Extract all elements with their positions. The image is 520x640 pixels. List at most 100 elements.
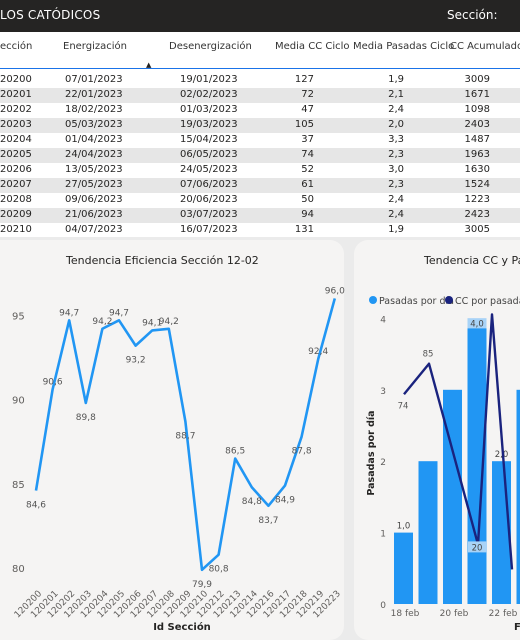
table-cell: 04/07/2023	[65, 224, 123, 235]
x-tick-label: 22 feb	[489, 609, 518, 619]
y-tick-label: 1	[380, 530, 386, 540]
table-cell: 131	[294, 224, 314, 235]
data-label: 80,8	[209, 565, 229, 575]
table-row[interactable]: 20207 27/05/2023 07/06/2023 61 2,3 1524	[0, 178, 520, 193]
data-label: 83,7	[258, 516, 278, 526]
data-label: 79,9	[192, 580, 212, 590]
sections-table: ección Energización Desenergización Medi…	[0, 32, 520, 237]
x-tick-label: 20 feb	[440, 609, 469, 619]
column-header-desenergizacion[interactable]: Desenergización	[169, 41, 252, 52]
table-cell: 3,0	[388, 164, 404, 175]
line-data-label: 85	[423, 350, 434, 360]
bar	[467, 318, 487, 604]
table-cell: 20208	[0, 194, 32, 205]
table-cell: 24/05/2023	[180, 164, 238, 175]
table-row[interactable]: 20204 01/04/2023 15/04/2023 37 3,3 1487	[0, 133, 520, 148]
table-cell: 2,3	[388, 149, 404, 160]
table-row[interactable]: 20210 04/07/2023 16/07/2023 131 1,9 3005	[0, 223, 520, 238]
report-header: LOS CATÓDICOS Sección:	[0, 0, 520, 32]
table-cell: 20206	[0, 164, 32, 175]
y-tick-label: 95	[12, 311, 25, 322]
table-cell: 24/04/2023	[65, 149, 123, 160]
table-row[interactable]: 20209 21/06/2023 03/07/2023 94 2,4 2423	[0, 208, 520, 223]
x-axis-title: Id Sección	[153, 621, 211, 633]
table-cell: 61	[301, 179, 314, 190]
table-cell: 52	[301, 164, 314, 175]
data-label: 84,8	[242, 497, 262, 507]
table-cell: 2,4	[388, 104, 404, 115]
line-data-label: 20	[472, 543, 483, 553]
table-row[interactable]: 20202 18/02/2023 01/03/2023 47 2,4 1098	[0, 103, 520, 118]
bar	[394, 532, 413, 604]
table-cell: 19/01/2023	[180, 74, 238, 85]
table-cell: 20201	[0, 89, 32, 100]
table-cell: 09/06/2023	[65, 194, 123, 205]
table-cell: 22/01/2023	[65, 89, 123, 100]
column-header-media-pasadas-ciclo[interactable]: Media Pasadas Ciclo	[353, 41, 455, 52]
y-tick-label: 90	[12, 396, 25, 407]
table-cell: 2,4	[388, 194, 404, 205]
data-label: 94,7	[59, 308, 79, 318]
data-label: 86,5	[225, 447, 245, 457]
data-label: 88,7	[175, 431, 195, 441]
table-cell: 47	[301, 104, 314, 115]
efficiency-line-chart: 8085909584,690,694,789,894,294,793,294,1…	[12, 286, 345, 633]
header-divider	[0, 68, 520, 69]
sort-ascending-icon[interactable]: ▲	[146, 61, 152, 69]
data-label: 84,9	[275, 496, 295, 506]
table-cell: 94	[301, 209, 314, 220]
table-cell: 20207	[0, 179, 32, 190]
table-row[interactable]: 20206 13/05/2023 24/05/2023 52 3,0 1630	[0, 163, 520, 178]
y-tick-label: 0	[380, 601, 386, 611]
y-tick-label: 80	[12, 564, 25, 575]
table-cell: 20205	[0, 149, 32, 160]
y-tick-label: 3	[380, 387, 386, 397]
column-header-media-cc-ciclo[interactable]: Media CC Ciclo	[275, 41, 350, 52]
table-cell: 20202	[0, 104, 32, 115]
table-row[interactable]: 20201 22/01/2023 02/02/2023 72 2,1 1671	[0, 88, 520, 103]
line-label-bg	[468, 541, 487, 553]
table-cell: 20203	[0, 119, 32, 130]
table-cell: 02/02/2023	[180, 89, 238, 100]
data-label: 87,8	[292, 447, 312, 457]
table-cell: 06/05/2023	[180, 149, 238, 160]
seccion-filter-label[interactable]: Sección:	[447, 8, 498, 22]
y-axis-title: Pasadas por día	[366, 410, 377, 495]
table-row[interactable]: 20203 05/03/2023 19/03/2023 105 2,0 2403	[0, 118, 520, 133]
table-cell: 3005	[464, 224, 490, 235]
table-cell: 72	[301, 89, 314, 100]
report-title: LOS CATÓDICOS	[0, 8, 101, 22]
column-header-cc-acumulados[interactable]: CC Acumulados	[450, 41, 520, 52]
efficiency-series-line	[34, 298, 337, 572]
table-cell: 07/06/2023	[180, 179, 238, 190]
table-cell: 07/01/2023	[65, 74, 123, 85]
table-cell: 2423	[464, 209, 490, 220]
table-row[interactable]: 20200 07/01/2023 19/01/2023 127 1,9 3009	[0, 73, 520, 88]
legend-line-marker	[445, 296, 453, 304]
table-cell: 1,9	[388, 74, 404, 85]
data-label: 93,2	[126, 356, 146, 366]
table-cell: 20/06/2023	[180, 194, 238, 205]
legend-bars-marker	[369, 296, 377, 304]
data-label: 94,7	[109, 308, 129, 318]
column-header-energizacion[interactable]: Energización	[63, 41, 127, 52]
efficiency-chart-card: Tendencia Eficiencia Sección 12-02	[0, 240, 344, 640]
x-tick-label: 18 feb	[391, 609, 420, 619]
y-tick-label: 85	[12, 480, 25, 491]
table-cell: 1098	[464, 104, 490, 115]
data-label: 94,2	[92, 317, 112, 327]
table-cell: 105	[294, 119, 314, 130]
table-row[interactable]: 20205 24/04/2023 06/05/2023 74 2,3 1963	[0, 148, 520, 163]
table-cell: 1524	[464, 179, 490, 190]
x-axis-title: F	[514, 622, 520, 633]
bar	[516, 389, 520, 604]
table-cell: 21/06/2023	[65, 209, 123, 220]
bar-data-label: 4,0	[470, 319, 484, 329]
column-header-seccion[interactable]: ección	[0, 41, 33, 52]
table-cell: 127	[294, 74, 314, 85]
table-cell: 1671	[464, 89, 490, 100]
table-cell: 01/04/2023	[65, 134, 123, 145]
table-row[interactable]: 20208 09/06/2023 20/06/2023 50 2,4 1223	[0, 193, 520, 208]
table-cell: 37	[301, 134, 314, 145]
